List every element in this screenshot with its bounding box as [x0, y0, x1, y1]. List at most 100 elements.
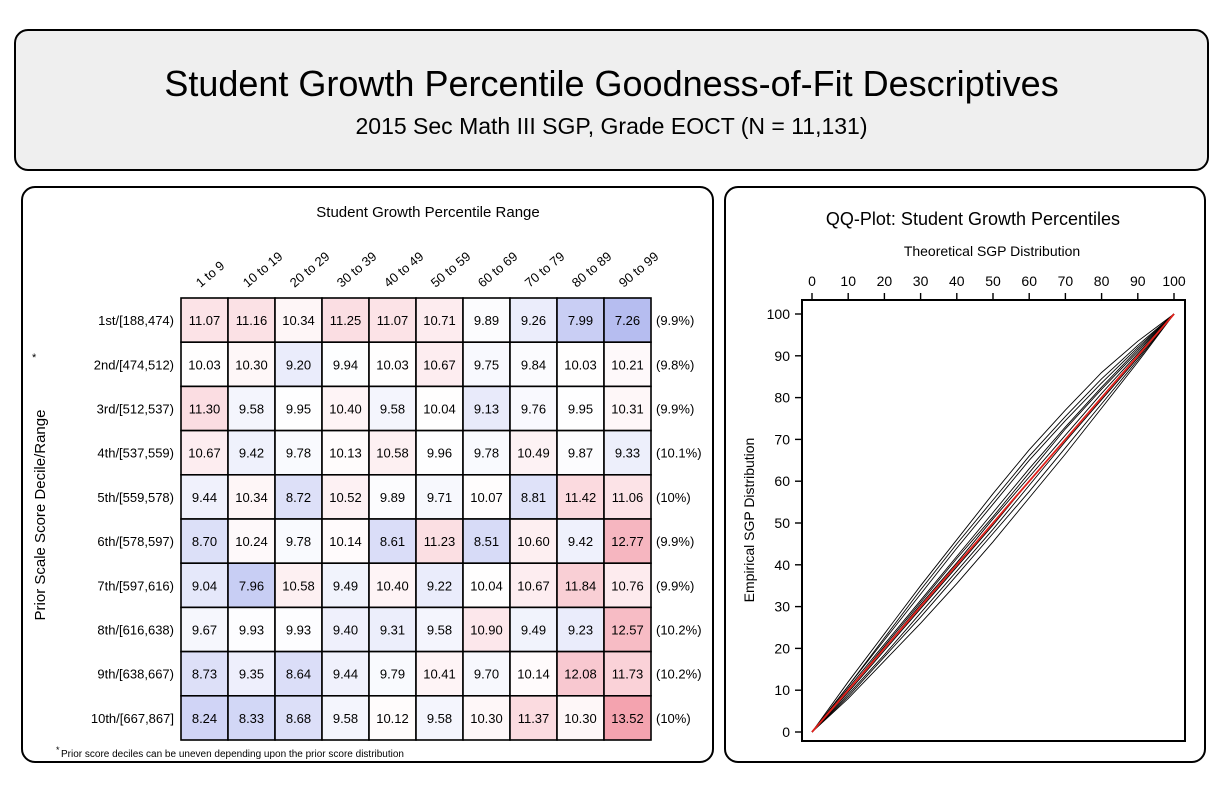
heatmap-row-label: 9th/[638,667) [97, 667, 174, 682]
page-subtitle: 2015 Sec Math III SGP, Grade EOCT (N = 1… [355, 113, 868, 139]
qq-panel: QQ-Plot: Student Growth Percentiles Theo… [724, 186, 1206, 763]
heatmap-cell-value: 13.52 [611, 711, 644, 726]
heatmap-cell [415, 518, 464, 565]
heatmap-cell-value: 8.33 [239, 711, 264, 726]
heatmap-cell-value: 9.84 [521, 357, 546, 372]
qq-y-tick-label: 80 [774, 390, 790, 406]
qq-series-line [811, 313, 1175, 733]
heatmap-cell [227, 694, 276, 741]
heatmap-cell [321, 562, 370, 609]
title-box: Student Growth Percentile Goodness-of-Fi… [14, 29, 1209, 171]
heatmap-cell [368, 518, 417, 565]
qq-x-tick-label: 40 [949, 273, 965, 289]
heatmap-cell [321, 606, 370, 653]
heatmap-cell-value: 9.89 [380, 490, 405, 505]
heatmap-cell [368, 694, 417, 741]
heatmap-cell [509, 650, 558, 697]
heatmap-row-percent: (10%) [656, 490, 691, 505]
heatmap-cell-value: 12.08 [564, 667, 597, 682]
heatmap-cell [509, 606, 558, 653]
heatmap-cell [321, 341, 370, 388]
heatmap-cell-value: 10.40 [376, 578, 409, 593]
heatmap-cell-value: 8.73 [192, 667, 217, 682]
heatmap-cell-value: 11.07 [377, 313, 409, 328]
heatmap-cell-value: 10.58 [376, 446, 409, 461]
heatmap-cell-value: 12.57 [611, 623, 644, 638]
heatmap-cell-value: 10.67 [423, 357, 456, 372]
heatmap-cell-value: 9.95 [286, 402, 311, 417]
heatmap-column-label: 10 to 19 [240, 249, 286, 291]
heatmap-cell-value: 10.60 [517, 534, 550, 549]
heatmap-cell [180, 518, 229, 565]
heatmap-cell-value: 10.58 [282, 578, 315, 593]
heatmap-cell-value: 10.71 [423, 313, 456, 328]
heatmap-cell-value: 11.25 [330, 313, 362, 328]
heatmap-footnote-mark: * [56, 745, 60, 755]
heatmap-cell-value: 10.24 [235, 534, 268, 549]
heatmap-cell [603, 385, 652, 432]
heatmap-cell [321, 694, 370, 741]
heatmap-panel: Student Growth Percentile Range Prior Sc… [21, 186, 714, 763]
heatmap-cell-value: 9.33 [615, 446, 640, 461]
heatmap-cell [556, 694, 605, 741]
heatmap-cell-value: 9.93 [239, 623, 264, 638]
heatmap-cell [415, 429, 464, 476]
heatmap-cell-value: 9.95 [568, 402, 593, 417]
heatmap-cell [180, 694, 229, 741]
heatmap-cell-value: 11.30 [189, 402, 221, 417]
qq-series-line [811, 313, 1175, 733]
heatmap-cell-value: 11.07 [189, 313, 221, 328]
qq-y-axis-title: Empirical SGP Distribution [741, 438, 757, 603]
heatmap-cell-value: 9.20 [286, 357, 311, 372]
heatmap-cell [415, 297, 464, 344]
heatmap-cell-value: 9.58 [333, 711, 358, 726]
heatmap-cell-value: 9.49 [521, 623, 546, 638]
heatmap-cell [180, 650, 229, 697]
qq-reference-line [811, 313, 1175, 733]
heatmap-cell-value: 9.94 [333, 357, 358, 372]
heatmap-cell [462, 694, 511, 741]
heatmap-row-percent: (10.1%) [656, 446, 702, 461]
heatmap-cell [556, 650, 605, 697]
heatmap-cell [509, 562, 558, 609]
heatmap-cell-value: 10.40 [329, 402, 362, 417]
heatmap-cell-value: 9.58 [380, 402, 405, 417]
qq-y-tick-label: 10 [774, 682, 790, 698]
heatmap-cell [368, 606, 417, 653]
heatmap-row-label: 5th/[559,578) [97, 490, 174, 505]
heatmap-cell-value: 10.03 [376, 357, 409, 372]
heatmap-column-label: 80 to 89 [569, 249, 615, 291]
heatmap-cell-value: 10.14 [329, 534, 362, 549]
heatmap-cell [462, 562, 511, 609]
heatmap-cell [603, 297, 652, 344]
heatmap-cell-value: 10.76 [611, 578, 644, 593]
heatmap-cell-value: 10.90 [470, 623, 503, 638]
heatmap-cell-value: 10.52 [329, 490, 362, 505]
qq-series-line [811, 313, 1175, 733]
heatmap-cell [227, 650, 276, 697]
heatmap-cell-value: 12.77 [611, 534, 644, 549]
heatmap-cell-value: 9.44 [333, 667, 358, 682]
heatmap-cell-value: 11.84 [565, 578, 597, 593]
heatmap-cell-value: 9.78 [474, 446, 499, 461]
heatmap-cell [603, 341, 652, 388]
heatmap-row-label: 2nd/[474,512) [94, 357, 174, 372]
heatmap-cell-value: 9.40 [333, 623, 358, 638]
heatmap-cell-value: 10.04 [423, 402, 456, 417]
heatmap-cell [462, 429, 511, 476]
heatmap-cell [415, 473, 464, 520]
heatmap-column-label: 30 to 39 [334, 249, 380, 291]
qq-series-line [811, 313, 1175, 733]
heatmap-cell-value: 9.67 [192, 623, 217, 638]
heatmap-row-label: 6th/[578,597) [97, 534, 174, 549]
heatmap-row-label: 3rd/[512,537) [97, 402, 174, 417]
heatmap-cell [509, 694, 558, 741]
heatmap-cell [509, 297, 558, 344]
heatmap-cell [274, 385, 323, 432]
heatmap-cell-value: 7.26 [615, 313, 640, 328]
heatmap-cell [415, 694, 464, 741]
heatmap-cell-value: 9.58 [427, 623, 452, 638]
qq-series-line [811, 313, 1175, 733]
heatmap-cell [180, 297, 229, 344]
heatmap-cell [603, 650, 652, 697]
